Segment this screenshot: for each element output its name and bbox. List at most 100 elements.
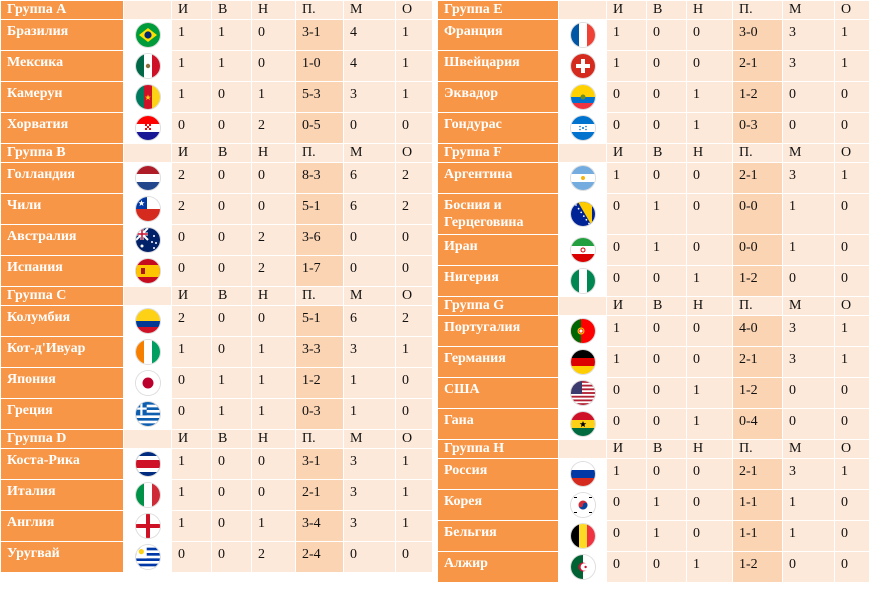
stat-cell: 0 <box>251 193 296 225</box>
stat-cell: 0 <box>606 81 647 113</box>
team-row: Италия 1 0 0 2-1 3 1 <box>0 479 433 511</box>
flag-header-cell <box>123 429 172 449</box>
team-name: Корея <box>437 489 559 521</box>
stat-cell: 0 <box>343 255 396 287</box>
stat-cell: 1 <box>686 81 733 113</box>
stat-cell: 1 <box>251 367 296 399</box>
flag-header-cell <box>558 296 607 316</box>
stat-cell: 1 <box>343 367 396 399</box>
column-header: В <box>646 296 687 316</box>
group-title: Группа D <box>0 429 124 449</box>
stat-cell: 4 <box>343 19 396 51</box>
column-header: О <box>395 429 433 449</box>
column-header: Н <box>251 0 296 20</box>
argentina-flag-icon <box>570 166 595 190</box>
stat-cell: 3 <box>782 162 835 194</box>
stat-cell: 1-2 <box>732 265 783 297</box>
stat-cell: 0 <box>211 479 252 511</box>
stat-cell: 1 <box>343 398 396 430</box>
team-row: Япония 0 1 1 1-2 1 0 <box>0 367 433 399</box>
column-header: М <box>343 286 396 306</box>
stat-cell: 0 <box>646 377 687 409</box>
team-row: Гана 0 0 1 0-4 0 0 <box>437 408 869 440</box>
stat-cell: 0 <box>211 162 252 194</box>
stat-cell: 0 <box>343 541 396 573</box>
stat-cell: 0 <box>343 112 396 144</box>
stat-cell: 1 <box>782 520 835 552</box>
chile-flag-icon <box>135 197 160 221</box>
stat-cell: 2-1 <box>732 162 783 194</box>
stat-cell: 3 <box>343 510 396 542</box>
column-header: О <box>395 286 433 306</box>
stat-cell: 0 <box>395 255 433 287</box>
algeria-flag-icon <box>570 555 595 579</box>
croatia-flag-icon <box>135 116 160 140</box>
stat-cell: 0 <box>686 19 733 51</box>
stat-cell: 1 <box>251 336 296 368</box>
stat-cell: 0 <box>834 81 869 113</box>
column-header: М <box>343 429 396 449</box>
team-row: Бельгия 0 1 0 1-1 1 0 <box>437 520 869 552</box>
column-header: О <box>834 143 869 163</box>
group-title: Группа E <box>437 0 559 20</box>
column-header: И <box>171 429 212 449</box>
team-name: Чили <box>0 193 124 225</box>
stat-cell: 5-3 <box>295 81 344 113</box>
column-header: П. <box>732 439 783 459</box>
england-flag-icon <box>135 514 160 538</box>
stat-cell: 3 <box>343 336 396 368</box>
column-header: Н <box>251 286 296 306</box>
stat-cell: 1 <box>834 19 869 51</box>
column-header: Н <box>686 0 733 20</box>
stat-cell: 0 <box>834 112 869 144</box>
stat-cell: 0 <box>171 255 212 287</box>
column-header: О <box>834 0 869 20</box>
stat-cell: 3-3 <box>295 336 344 368</box>
team-name: Хорватия <box>0 112 124 144</box>
group-header-row: Группа D И В Н П. М О <box>0 429 433 449</box>
stat-cell: 2-1 <box>732 458 783 490</box>
flag-header-cell <box>123 286 172 306</box>
stat-cell: 0 <box>646 162 687 194</box>
stat-cell: 1 <box>834 50 869 82</box>
stat-cell: 0 <box>782 408 835 440</box>
column-header: В <box>211 286 252 306</box>
stat-cell: 3 <box>343 81 396 113</box>
stat-cell: 1-7 <box>295 255 344 287</box>
standings-right-column: Группа E И В Н П. М О Франция 1 0 0 3-0 3 1 Швейцария 1… <box>437 0 869 583</box>
stat-cell: 1 <box>211 50 252 82</box>
stat-cell: 2 <box>395 305 433 337</box>
team-name: Гана <box>437 408 559 440</box>
stat-cell: 0 <box>686 234 733 266</box>
stat-cell: 1 <box>646 489 687 521</box>
team-name: Уругвай <box>0 541 124 573</box>
netherlands-flag-icon <box>135 166 160 190</box>
team-name: Испания <box>0 255 124 287</box>
team-row: Франция 1 0 0 3-0 3 1 <box>437 19 869 51</box>
column-header: И <box>171 286 212 306</box>
italy-flag-icon <box>135 483 160 507</box>
stat-cell: 1-2 <box>295 367 344 399</box>
flag-header-cell <box>558 439 607 459</box>
ghana-flag-icon <box>570 412 595 436</box>
stat-cell: 0 <box>646 458 687 490</box>
stat-cell: 0 <box>646 50 687 82</box>
flag-header-cell <box>558 0 607 20</box>
costa-rica-flag-icon <box>135 452 160 476</box>
iran-flag-icon <box>570 238 595 262</box>
team-name: Гондурас <box>437 112 559 144</box>
team-row: Германия 1 0 0 2-1 3 1 <box>437 346 869 378</box>
group-header-row: Группа C И В Н П. М О <box>0 286 433 306</box>
team-row: Коста-Рика 1 0 0 3-1 3 1 <box>0 448 433 480</box>
stat-cell: 1 <box>782 234 835 266</box>
column-header: Н <box>251 429 296 449</box>
stat-cell: 0 <box>686 520 733 552</box>
stat-cell: 2 <box>251 541 296 573</box>
stat-cell: 0 <box>646 346 687 378</box>
team-name: Россия <box>437 458 559 490</box>
stat-cell: 0 <box>782 265 835 297</box>
stat-cell: 2 <box>251 224 296 256</box>
group-title: Группа H <box>437 439 559 459</box>
team-row: Испания 0 0 2 1-7 0 0 <box>0 255 433 287</box>
stat-cell: 2-4 <box>295 541 344 573</box>
